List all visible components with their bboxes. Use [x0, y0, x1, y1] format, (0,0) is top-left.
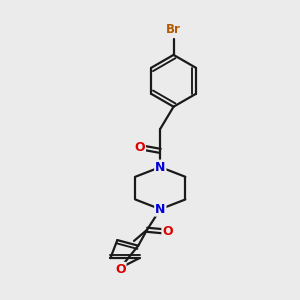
Text: Br: Br [166, 23, 181, 36]
Text: N: N [155, 160, 166, 174]
Text: O: O [162, 225, 173, 238]
Text: O: O [115, 263, 126, 276]
Text: O: O [134, 141, 145, 154]
Text: N: N [155, 203, 166, 216]
